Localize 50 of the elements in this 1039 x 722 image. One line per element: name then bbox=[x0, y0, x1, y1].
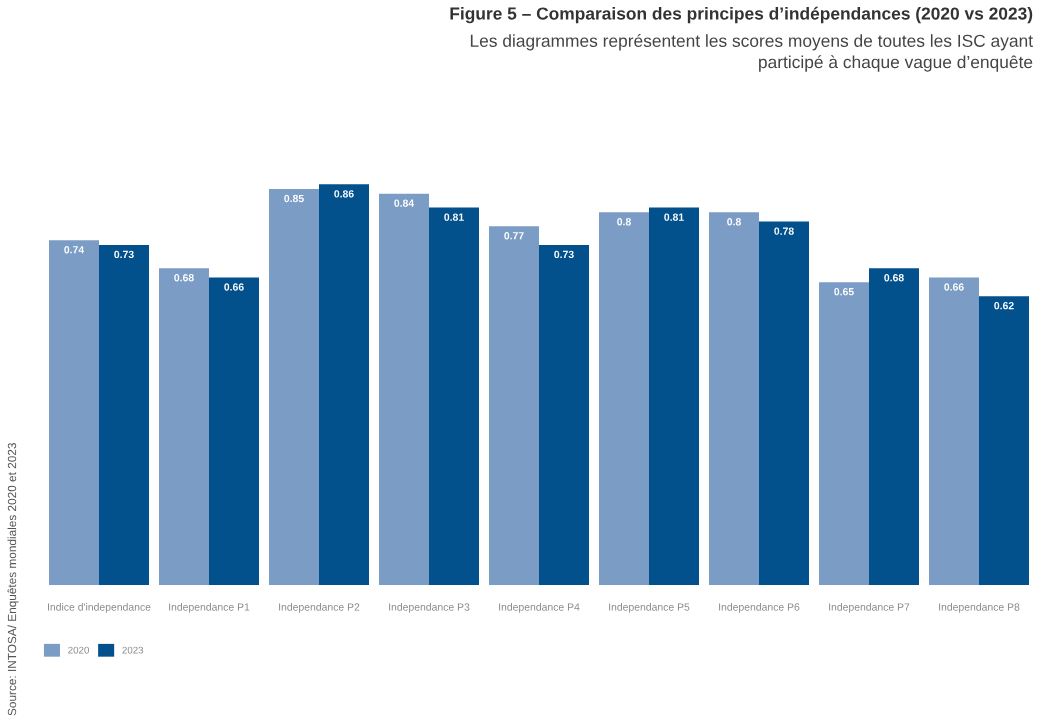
data-label: 0.85 bbox=[284, 194, 304, 203]
legend-label: 2023 bbox=[122, 646, 144, 654]
x-tick-label: Independance P4 bbox=[499, 603, 580, 613]
x-tick-label: Independance P7 bbox=[829, 603, 910, 613]
x-tick-label: Independance P6 bbox=[719, 603, 800, 613]
bar bbox=[869, 268, 919, 585]
x-tick-label: Independance P8 bbox=[939, 603, 1020, 613]
data-label: 0.68 bbox=[884, 274, 904, 282]
data-label: 0.81 bbox=[444, 213, 464, 221]
source-note: Source: INTOSA/ Enquêtes mondiales 2020 et 2023 bbox=[7, 443, 19, 716]
x-tick-label: Independance P5 bbox=[609, 603, 690, 613]
bar bbox=[759, 221, 809, 585]
bar bbox=[539, 244, 589, 585]
bar bbox=[489, 226, 539, 585]
data-label: 0.74 bbox=[64, 246, 85, 254]
data-label: 0.81 bbox=[664, 213, 684, 221]
bar bbox=[319, 184, 369, 585]
data-label: 0.84 bbox=[394, 199, 415, 207]
data-label: 0.66 bbox=[944, 283, 964, 291]
x-tick-label: Independance P3 bbox=[389, 603, 470, 613]
data-label: 0.77 bbox=[504, 232, 524, 240]
bar bbox=[599, 212, 649, 585]
bar bbox=[209, 277, 259, 585]
chart-subtitle: Les diagrammes représentent les scores moyens de toutes les ISC ayant participé à chaque vague d’enquête bbox=[470, 34, 1033, 72]
bar bbox=[269, 188, 319, 585]
bar bbox=[49, 240, 99, 585]
bar bbox=[429, 207, 479, 585]
x-tick-label: Indice d'independance bbox=[48, 603, 151, 613]
bar bbox=[99, 244, 149, 585]
bar bbox=[709, 212, 759, 585]
legend-label: 2020 bbox=[68, 646, 89, 654]
data-label: 0.78 bbox=[774, 227, 794, 235]
data-label: 0.62 bbox=[994, 301, 1014, 310]
bar bbox=[979, 296, 1029, 585]
bar bbox=[379, 193, 429, 585]
data-label: 0.8 bbox=[727, 218, 741, 226]
data-label: 0.86 bbox=[334, 190, 354, 198]
chart-title: Figure 5 – Comparaison des principes d’indépendances (2020 vs 2023) bbox=[450, 6, 1033, 24]
data-label: 0.73 bbox=[554, 250, 574, 259]
bar bbox=[929, 277, 979, 585]
bar bbox=[819, 282, 869, 585]
data-label: 0.8 bbox=[617, 218, 631, 226]
bar bbox=[649, 207, 699, 585]
bar bbox=[159, 268, 209, 585]
data-label: 0.66 bbox=[224, 283, 244, 291]
x-tick-label: Independance P1 bbox=[169, 603, 250, 613]
data-label: 0.73 bbox=[114, 250, 134, 259]
data-label: 0.65 bbox=[834, 287, 854, 296]
x-tick-label: Independance P2 bbox=[279, 603, 360, 613]
data-label: 0.68 bbox=[174, 274, 194, 282]
